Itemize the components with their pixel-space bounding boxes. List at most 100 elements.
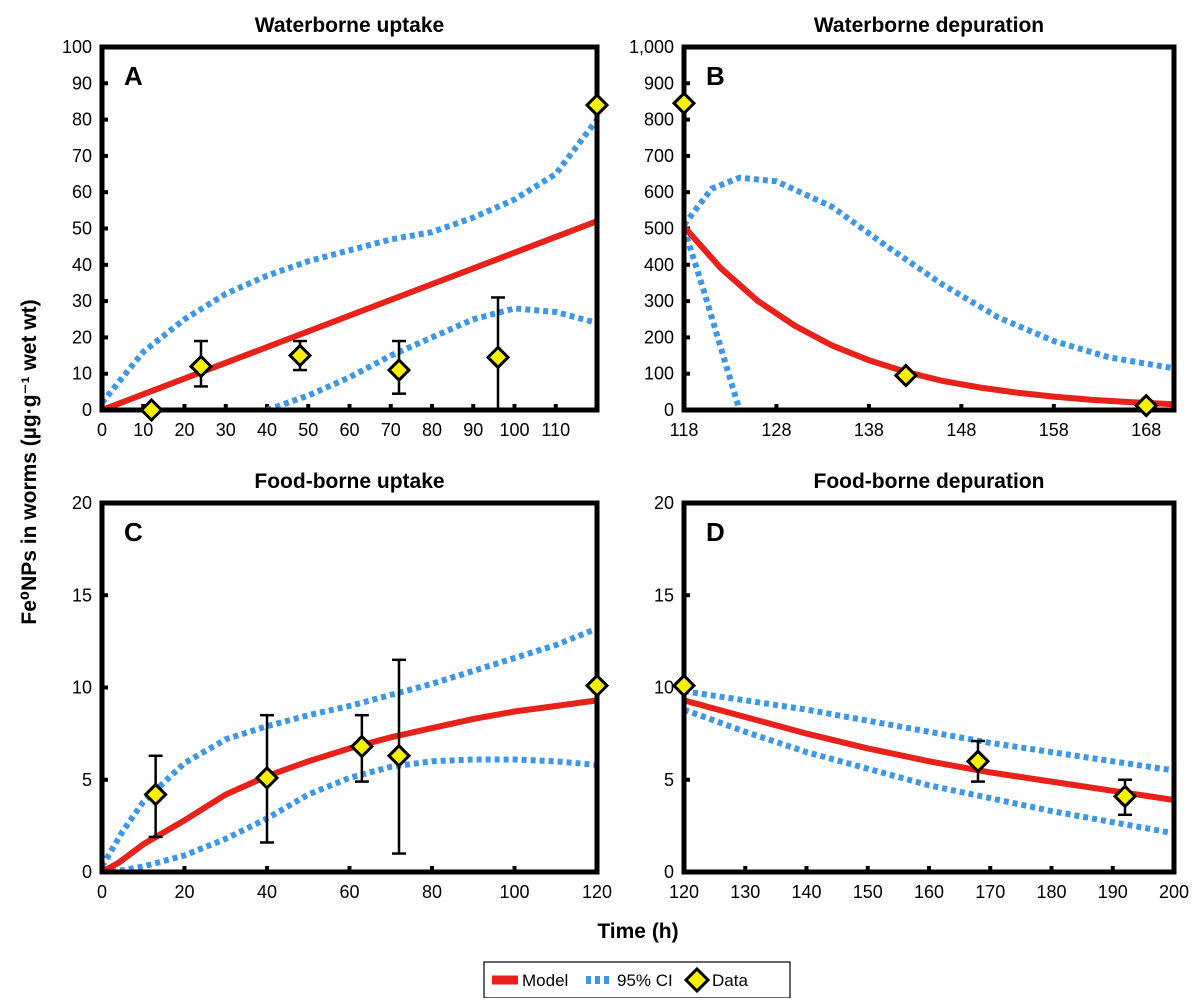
ci-lower-line [684, 706, 1174, 837]
data-point [893, 363, 919, 388]
x-tick-label: 158 [1039, 420, 1069, 440]
x-tick-label: 30 [216, 420, 236, 440]
x-tick-label: 90 [463, 420, 483, 440]
panel-d: Food-borne depuration D 0 5 10 15 20 120 130 140 1… [654, 470, 1189, 902]
x-tick-label: 190 [1098, 882, 1128, 902]
x-tick-label: 200 [1159, 882, 1189, 902]
panel-a-plot-area [102, 117, 597, 410]
ci-upper-line [684, 174, 1174, 372]
panels: Waterborne uptakeA0102030405060708090100… [62, 14, 1189, 902]
ci-upper-line [684, 688, 1174, 774]
panel-d-title: Food-borne depuration [814, 470, 1045, 493]
ci-upper-line [102, 117, 597, 405]
y-tick-label: 40 [72, 255, 92, 275]
model-line [102, 697, 597, 872]
y-axis-label: Fe⁰NPs in worms (µg·g⁻¹ wet wt) [18, 299, 41, 624]
x-tick-label: 160 [914, 882, 944, 902]
model-line [684, 224, 1174, 408]
data-point [584, 673, 610, 698]
y-tick-label: 60 [72, 182, 92, 202]
x-tick-label: 60 [339, 882, 359, 902]
y-tick-label: 500 [644, 219, 674, 239]
panel-c-title: Food-borne uptake [254, 470, 444, 493]
legend-swatch-data [683, 966, 711, 994]
data-point [287, 343, 313, 368]
y-tick-label: 900 [644, 73, 674, 93]
y-tick-label: 5 [82, 770, 92, 790]
x-tick-label: 168 [1131, 420, 1161, 440]
x-tick-label: 40 [257, 420, 277, 440]
legend-label-ci: 95% CI [617, 971, 673, 990]
data-point [188, 354, 214, 379]
x-tick-label: 40 [257, 882, 277, 902]
x-tick-label: 80 [422, 882, 442, 902]
data-point [485, 345, 511, 370]
x-tick-label: 50 [298, 420, 318, 440]
panel-a: Waterborne uptake A 0 10 20 30 40 50 60 70 80 90 100… [62, 14, 610, 440]
x-tick-label: 138 [854, 420, 884, 440]
x-tick-label: 100 [499, 420, 529, 440]
data-point [1134, 393, 1159, 418]
x-tick-label: 80 [422, 420, 442, 440]
y-tick-label: 800 [644, 110, 674, 130]
x-tick-label: 70 [381, 420, 401, 440]
panel-c-plot-area [102, 625, 597, 872]
y-tick-label: 0 [82, 400, 92, 420]
y-tick-label: 50 [72, 219, 92, 239]
x-tick-label: 118 [670, 420, 699, 440]
ci-upper-line [102, 625, 597, 869]
y-tick-label: 30 [72, 291, 92, 311]
x-tick-label: 0 [97, 420, 107, 440]
panel-b-letter: B [706, 61, 725, 91]
panel-d-plot-area [684, 688, 1174, 837]
panel-a-title: Waterborne uptake [255, 14, 444, 37]
x-tick-label: 150 [853, 882, 883, 902]
data-point [671, 91, 697, 116]
panel-a-frame [99, 44, 600, 413]
data-point [386, 357, 412, 383]
data-point [1112, 784, 1138, 809]
panel-c-letter: C [124, 517, 143, 547]
y-tick-label: 100 [62, 37, 92, 57]
legend: Model 95% CI Data [483, 961, 791, 999]
x-tick-label: 0 [97, 882, 107, 902]
model-line [102, 218, 597, 410]
panel-d-frame [681, 500, 1177, 875]
x-tick-label: 100 [499, 882, 529, 902]
y-tick-label: 0 [664, 862, 674, 882]
y-tick-label: 600 [644, 182, 674, 202]
y-tick-label: 200 [644, 327, 674, 347]
data-point [349, 734, 374, 759]
x-tick-label: 140 [791, 882, 821, 902]
panel-b: Waterborne depuration B 0 100 200 300 400 500 60… [629, 14, 1177, 440]
y-tick-label: 300 [644, 291, 674, 311]
x-tick-label: 148 [946, 420, 976, 440]
data-point [965, 749, 991, 774]
data-point [386, 743, 412, 768]
y-tick-label: 15 [654, 585, 674, 605]
x-tick-label: 20 [174, 420, 194, 440]
y-tick-label: 80 [72, 110, 92, 130]
y-tick-label: 0 [664, 400, 674, 420]
x-tick-label: 180 [1036, 882, 1066, 902]
y-tick-label: 15 [72, 585, 92, 605]
y-tick-label: 20 [72, 493, 92, 513]
x-tick-label: 20 [174, 882, 194, 902]
y-tick-label: 400 [644, 255, 674, 275]
data-point [143, 782, 168, 807]
panel-a-letter: A [124, 61, 143, 91]
x-tick-label: 10 [133, 420, 153, 440]
y-tick-label: 100 [644, 364, 674, 384]
y-tick-label: 20 [654, 493, 674, 513]
data-point [584, 92, 610, 118]
data-point [671, 673, 697, 698]
x-tick-label: 120 [582, 882, 612, 902]
y-tick-label: 10 [72, 678, 92, 698]
ci-lower-line [684, 227, 743, 410]
x-tick-label: 128 [761, 420, 791, 440]
x-tick-label: 60 [339, 420, 359, 440]
legend-label-model: Model [522, 971, 568, 990]
legend-label-data: Data [712, 971, 748, 990]
data-point [139, 397, 164, 423]
